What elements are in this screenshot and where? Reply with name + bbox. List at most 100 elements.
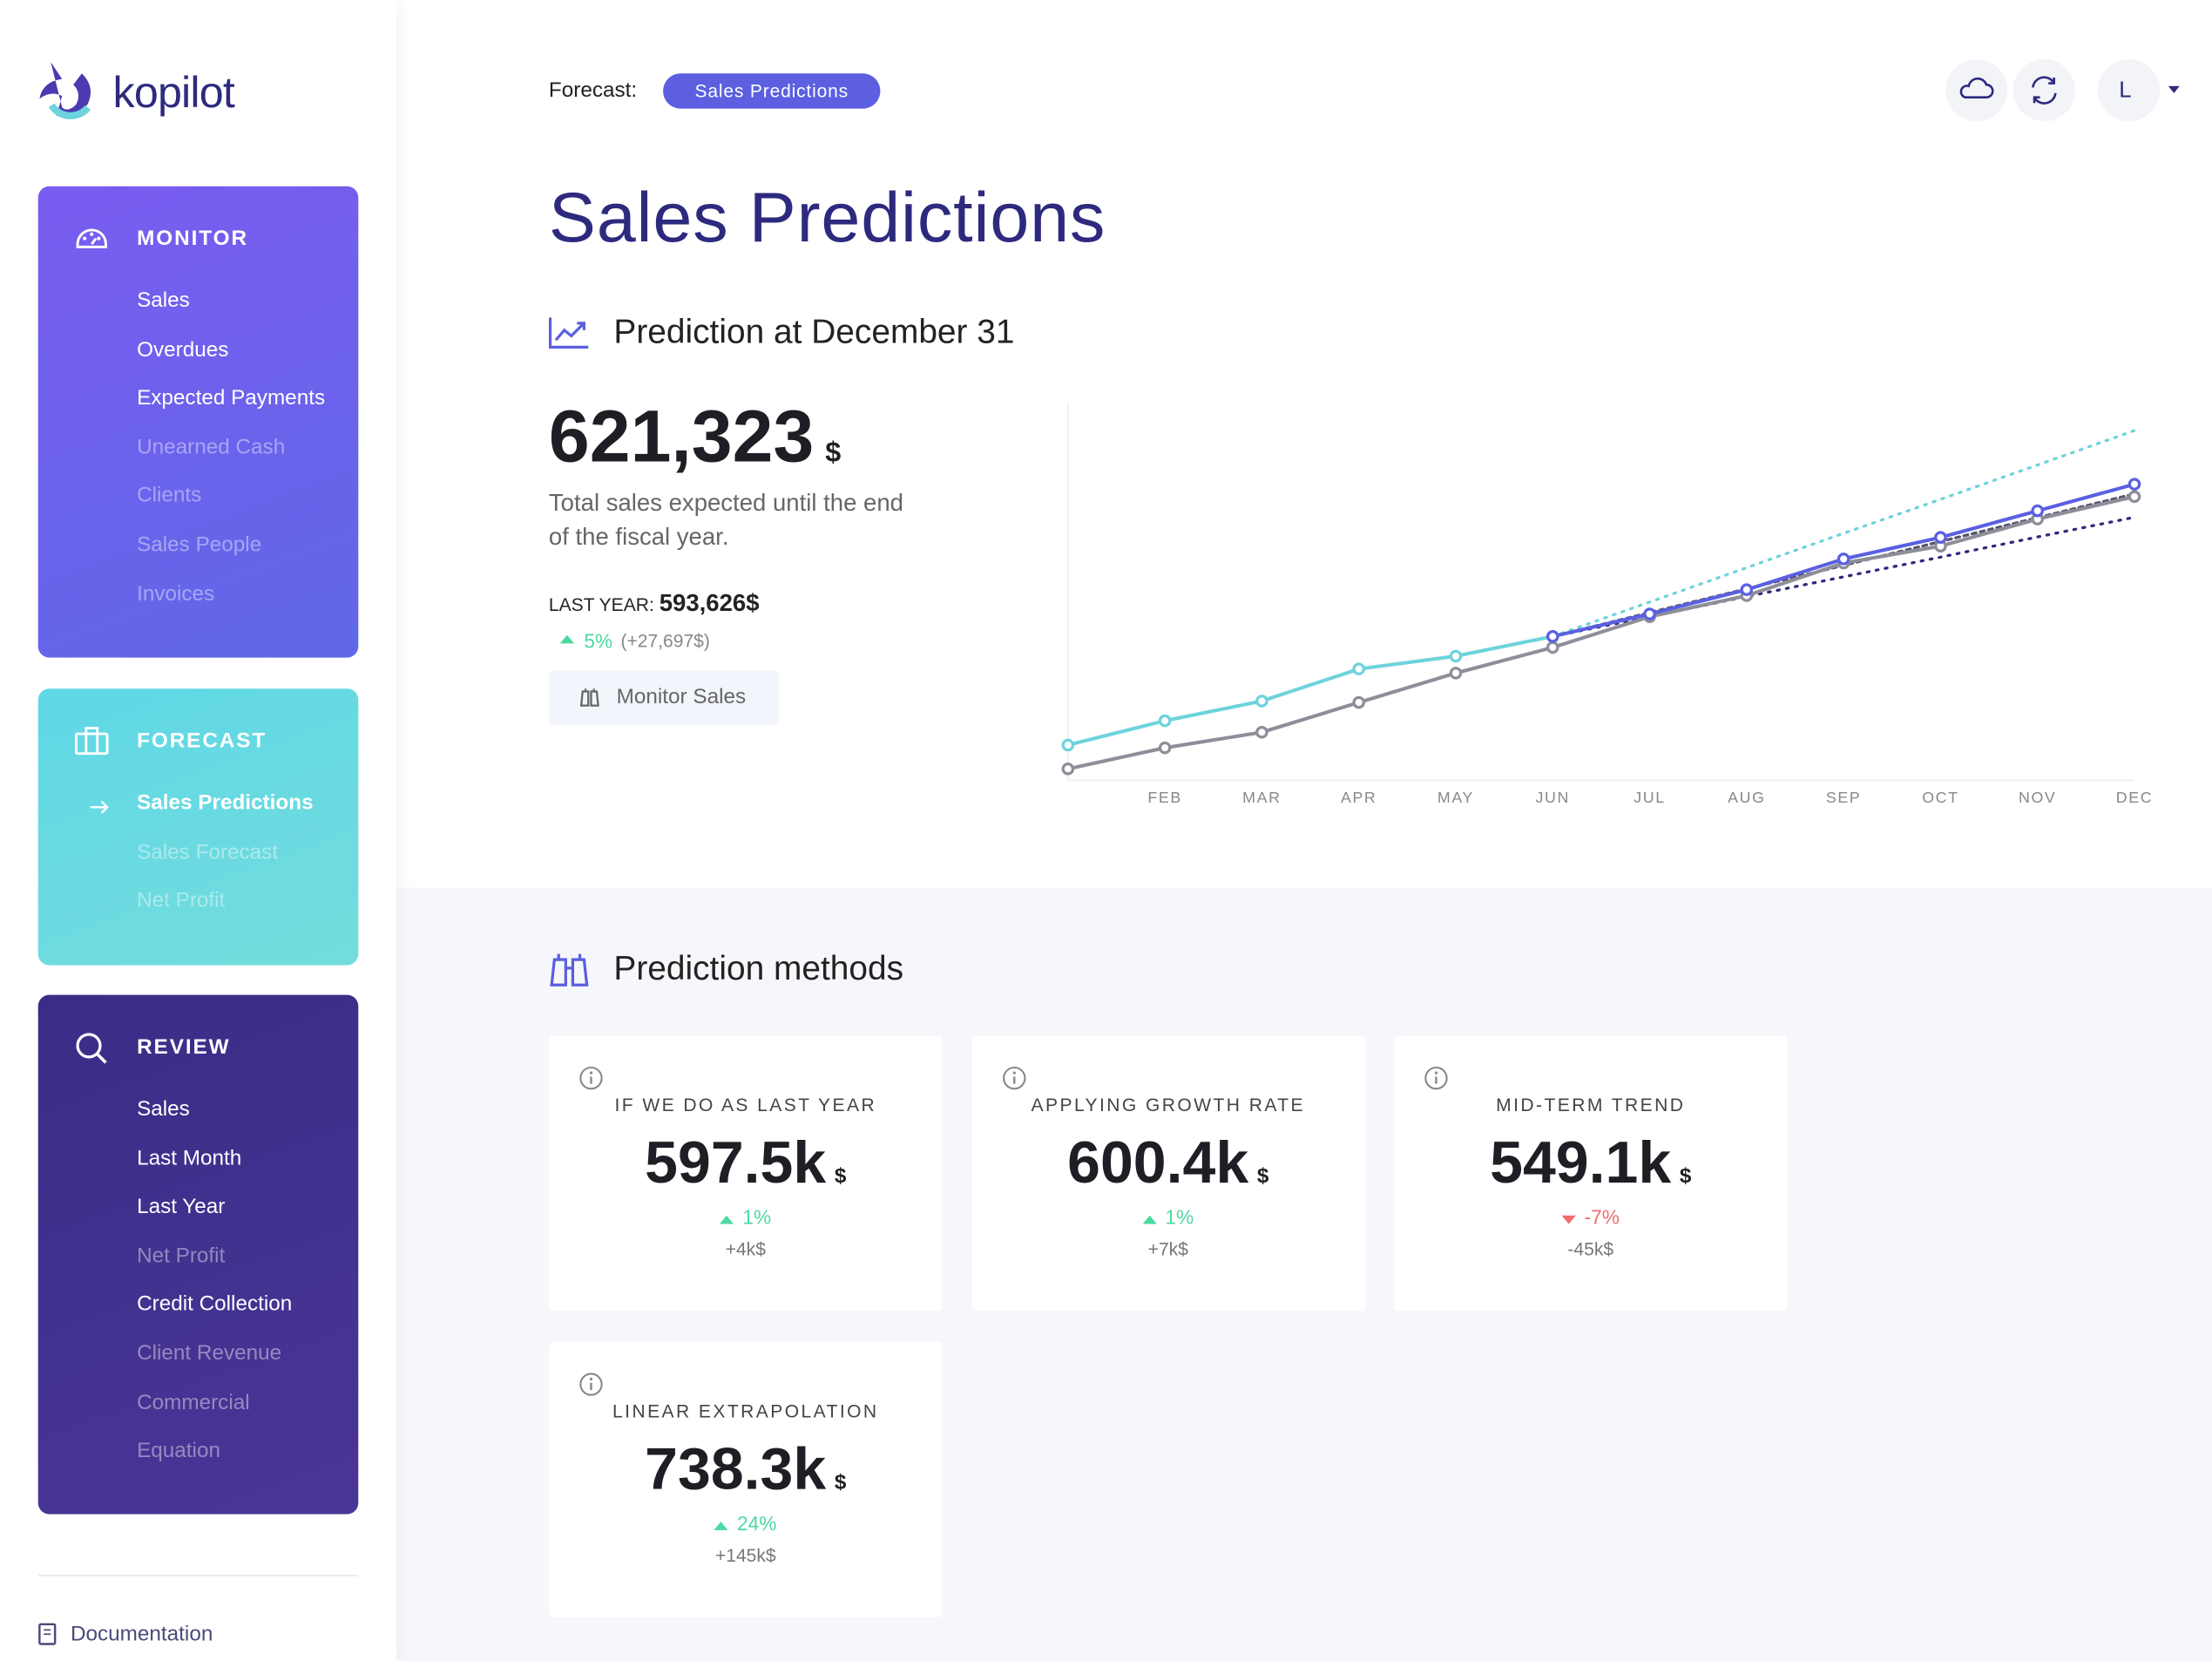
method-value: 600.4k $	[971, 1129, 1365, 1197]
nav-item[interactable]: Overdues	[137, 337, 229, 362]
method-card: LINEAR EXTRAPOLATION 738.3k $ 24% +145k$	[548, 1341, 943, 1617]
point	[1352, 662, 1365, 675]
user-initial[interactable]: L	[2119, 78, 2132, 104]
forecast-label: Forecast:	[548, 78, 638, 103]
method-value: 549.1k $	[1394, 1129, 1788, 1197]
section-title: REVIEW	[137, 1034, 231, 1060]
change-value: 24%	[737, 1511, 777, 1535]
nav-item[interactable]: Sales Forecast	[137, 839, 279, 864]
nav-item[interactable]: Last Month	[137, 1146, 242, 1170]
method-title: MID-TERM TREND	[1496, 1094, 1686, 1116]
forecast-tag[interactable]: Sales Predictions	[663, 73, 881, 109]
method-unit: $	[834, 1470, 847, 1495]
info-icon[interactable]	[578, 1066, 604, 1091]
summary-description: Total sales expected until the end of th…	[548, 489, 903, 551]
monitor-button[interactable]: Monitor Sales	[548, 670, 779, 726]
series-line	[1551, 429, 2136, 638]
method-title: APPLYING GROWTH RATE	[1031, 1094, 1306, 1116]
method-title: LINEAR EXTRAPOLATION	[612, 1400, 879, 1422]
up-arrow	[559, 634, 575, 644]
nav-item[interactable]: Equation	[137, 1439, 220, 1463]
nav-item[interactable]: Invoices	[137, 581, 215, 606]
info-icon[interactable]	[1001, 1066, 1026, 1091]
chart-icon	[548, 317, 589, 349]
method-value: 597.5k $	[549, 1129, 943, 1197]
point	[1061, 738, 1075, 752]
nav-item[interactable]: Commercial	[137, 1390, 250, 1414]
method-delta: +4k$	[725, 1237, 766, 1260]
change-detail: (+27,697$)	[620, 630, 710, 652]
series-line	[1551, 515, 2136, 638]
doc-icon	[38, 1623, 57, 1645]
section-title: FORECAST	[137, 729, 267, 753]
series-line	[1065, 494, 2137, 771]
x-tick-label: NOV	[2019, 789, 2056, 806]
nav-item[interactable]: Sales	[137, 288, 190, 313]
point	[2127, 490, 2141, 504]
point	[1061, 763, 1075, 776]
point	[1546, 630, 1559, 643]
divider	[37, 1575, 359, 1576]
method-title: IF WE DO AS LAST YEAR	[614, 1094, 877, 1116]
x-tick-label: APR	[1341, 789, 1377, 806]
documentation-link[interactable]: Documentation	[70, 1622, 213, 1646]
info-icon[interactable]	[578, 1372, 604, 1397]
method-card: IF WE DO AS LAST YEAR 597.5k $1% +4k$	[548, 1035, 943, 1312]
x-tick-label: OCT	[1922, 789, 1958, 806]
summary-value: 621,323 $	[549, 395, 841, 479]
method-value: 738.3k $	[549, 1435, 943, 1503]
nav-item[interactable]: Net Profit	[137, 1244, 226, 1268]
nav-item[interactable]: Last Year	[137, 1195, 226, 1219]
methods-heading: Prediction methods	[613, 949, 904, 988]
last-year-value: 593,626$	[659, 589, 760, 617]
nav-item[interactable]: Expected Payments	[137, 386, 326, 410]
nav-item[interactable]: Sales People	[137, 532, 262, 557]
method-card: MID-TERM TREND 549.1k $ -7% -45k$	[1393, 1035, 1788, 1312]
x-tick-label: MAR	[1242, 789, 1281, 806]
point	[1255, 725, 1268, 739]
point	[1934, 531, 1947, 544]
cloud-button[interactable]	[1945, 59, 2008, 122]
nav-item[interactable]: Client Revenue	[137, 1341, 282, 1366]
x-tick-label: JUN	[1536, 789, 1570, 806]
section-title: MONITOR	[137, 226, 248, 251]
method-number: 597.5k	[645, 1129, 827, 1196]
point	[1449, 667, 1463, 680]
nav-item[interactable]: Credit Collection	[137, 1292, 293, 1317]
method-delta: +7k$	[1147, 1237, 1188, 1260]
section-icon	[73, 724, 110, 761]
method-unit: $	[1679, 1163, 1692, 1189]
change-arrow	[720, 1208, 734, 1230]
nav-item[interactable]: Sales Predictions	[137, 790, 314, 816]
point	[1449, 649, 1463, 663]
summary-heading: Prediction at December 31	[613, 313, 1015, 352]
change-value: 1%	[1165, 1205, 1194, 1229]
nav-item[interactable]: Net Profit	[137, 888, 226, 913]
refresh-button[interactable]	[2012, 59, 2075, 122]
binoculars-icon	[579, 688, 599, 707]
point	[2127, 478, 2141, 491]
info-icon[interactable]	[1424, 1066, 1449, 1091]
change-arrow	[1561, 1208, 1576, 1230]
point	[1158, 741, 1172, 755]
change-arrow	[1142, 1208, 1157, 1230]
point	[1643, 607, 1656, 620]
page-title: Sales Predictions	[548, 178, 1106, 257]
change-value: 1%	[742, 1205, 772, 1229]
change-arrow	[714, 1514, 729, 1536]
x-tick-label: SEP	[1826, 789, 1861, 806]
chart: FEB MAR APR MAY JUN JUL AUG SEP OCT NOV DEC	[1061, 402, 2152, 806]
method-delta: -45k$	[1567, 1237, 1614, 1260]
nav-item[interactable]: Unearned Cash	[137, 435, 286, 459]
nav-item[interactable]: Clients	[137, 484, 202, 508]
user-button[interactable]	[2097, 59, 2161, 122]
method-delta: +145k$	[714, 1544, 776, 1566]
method-unit: $	[834, 1163, 847, 1189]
summary-unit: $	[825, 437, 842, 469]
change-value: -7%	[1584, 1205, 1620, 1229]
nav-item[interactable]: Sales	[137, 1097, 190, 1122]
point	[1255, 695, 1268, 708]
method-change: -7%	[1394, 1205, 1788, 1230]
